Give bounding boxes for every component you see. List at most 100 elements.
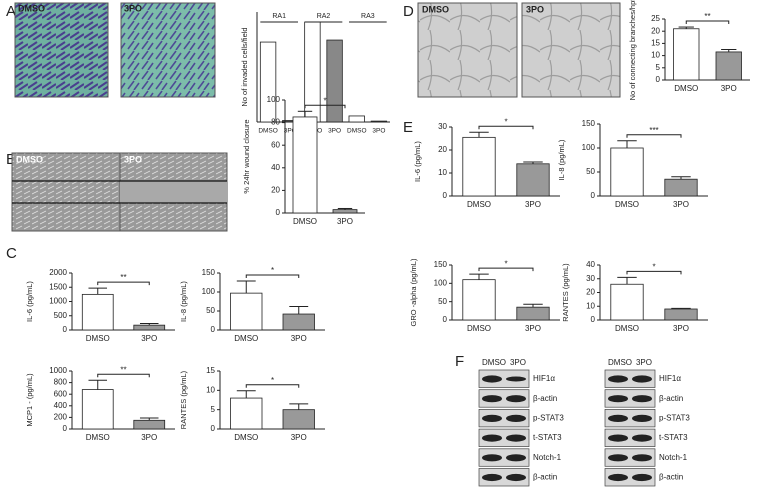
blot-strip — [604, 428, 656, 447]
image-label: DMSO — [18, 3, 45, 13]
y-axis-label: No of invaded cells/field — [240, 27, 249, 106]
error-bar — [236, 390, 256, 399]
y-tick-label: 100 — [267, 95, 281, 104]
y-axis-label: MCP1 - (pg/mL) — [25, 373, 34, 427]
blot-band — [482, 473, 502, 482]
significance: * — [504, 259, 507, 268]
panel-label: E — [403, 119, 413, 136]
x-tick-label: 3PO — [328, 128, 341, 135]
bar — [348, 115, 365, 123]
blot-strip — [478, 428, 530, 447]
error-bar — [289, 305, 309, 315]
y-tick-label: 0 — [211, 424, 216, 433]
error-bar — [297, 110, 313, 117]
blot-band — [608, 395, 628, 403]
x-tick-label: DMSO — [293, 217, 317, 226]
blot-band — [632, 395, 652, 403]
y-tick-label: 1000 — [49, 366, 67, 375]
bar — [673, 28, 700, 81]
y-tick-label: 0 — [211, 325, 216, 334]
blot-label: t-STAT3 — [533, 433, 562, 442]
y-axis-label: RANTES (pg/mL) — [179, 370, 188, 429]
x-tick-label: DMSO — [234, 334, 258, 343]
x-tick-label: 3PO — [291, 334, 307, 343]
error-bar — [671, 307, 691, 309]
blot-band — [482, 434, 502, 442]
y-tick-label: 10 — [651, 51, 660, 60]
y-tick-label: 150 — [434, 260, 448, 269]
y-tick-label: 150 — [202, 268, 216, 277]
blot-band — [482, 454, 502, 462]
wound-area — [120, 181, 227, 203]
blot-band — [632, 454, 652, 462]
blot-label: Notch-1 — [533, 453, 562, 462]
significance-bracket — [97, 281, 150, 286]
y-axis-label: RANTES (pg/mL) — [561, 263, 570, 322]
x-tick-label: 3PO — [525, 200, 541, 209]
y-tick-label: 0 — [591, 191, 596, 200]
blot-strip — [478, 409, 530, 428]
panel-label: B — [6, 151, 16, 168]
micrograph — [11, 152, 121, 232]
bar — [664, 308, 698, 321]
y-tick-label: 5 — [211, 405, 216, 414]
y-tick-label: 0 — [443, 315, 448, 324]
x-tick-label: 3PO — [525, 324, 541, 333]
x-tick-label: 3PO — [673, 200, 689, 209]
x-tick-label: DMSO — [467, 324, 491, 333]
error-bar — [139, 417, 159, 421]
image-label: 3PO — [526, 4, 544, 14]
significance: * — [652, 262, 655, 271]
bar — [715, 51, 742, 81]
significance: * — [504, 117, 507, 126]
bar — [230, 292, 263, 331]
bar — [304, 21, 321, 123]
micrograph — [14, 2, 109, 98]
blot-strip — [604, 369, 656, 388]
significance-bracket — [245, 274, 300, 278]
blot-band — [482, 375, 502, 383]
error-bar — [139, 322, 159, 326]
blot-band — [482, 395, 502, 403]
significance: * — [271, 376, 274, 385]
y-tick-label: 100 — [434, 278, 448, 287]
y-tick-label: 1500 — [49, 282, 67, 291]
y-tick-label: 10 — [586, 301, 595, 310]
group-label: RA3 — [361, 13, 375, 20]
y-tick-label: 500 — [54, 311, 68, 320]
y-tick-label: 50 — [438, 297, 447, 306]
x-tick-label: 3PO — [141, 433, 157, 442]
panel-label: F — [455, 353, 464, 370]
y-tick-label: 100 — [202, 287, 216, 296]
y-tick-label: 600 — [54, 389, 68, 398]
blot-band — [506, 395, 526, 403]
image-label: DMSO — [422, 4, 449, 14]
bar — [259, 41, 277, 123]
x-tick-label: DMSO — [615, 324, 639, 333]
y-tick-label: 80 — [271, 118, 280, 127]
blot-strip — [478, 389, 530, 408]
significance: ** — [704, 12, 710, 21]
x-tick-label: 3PO — [141, 334, 157, 343]
x-tick-label: 3PO — [284, 128, 297, 135]
error-bar — [469, 273, 489, 280]
bar — [292, 116, 318, 214]
blot-label: HIF1α — [659, 374, 681, 383]
x-tick-label: DMSO — [86, 334, 110, 343]
blot-label: t-STAT3 — [659, 433, 688, 442]
x-tick-label: 3PO — [721, 84, 737, 93]
blot-band — [608, 414, 628, 422]
bar — [282, 313, 315, 331]
group-label: RA2 — [317, 13, 331, 20]
y-axis-label: No of connecting branches/hpf — [628, 0, 637, 100]
bar — [462, 279, 496, 321]
y-tick-label: 50 — [206, 306, 215, 315]
x-tick-label: 3PO — [291, 433, 307, 442]
blot-band — [506, 376, 526, 382]
x-tick-label: 3PO — [673, 324, 689, 333]
significance-bracket — [685, 20, 730, 25]
blot-strip — [604, 448, 656, 467]
blot-column: 3PO — [510, 358, 526, 367]
x-tick-label: DMSO — [258, 128, 278, 135]
bar — [610, 147, 644, 197]
